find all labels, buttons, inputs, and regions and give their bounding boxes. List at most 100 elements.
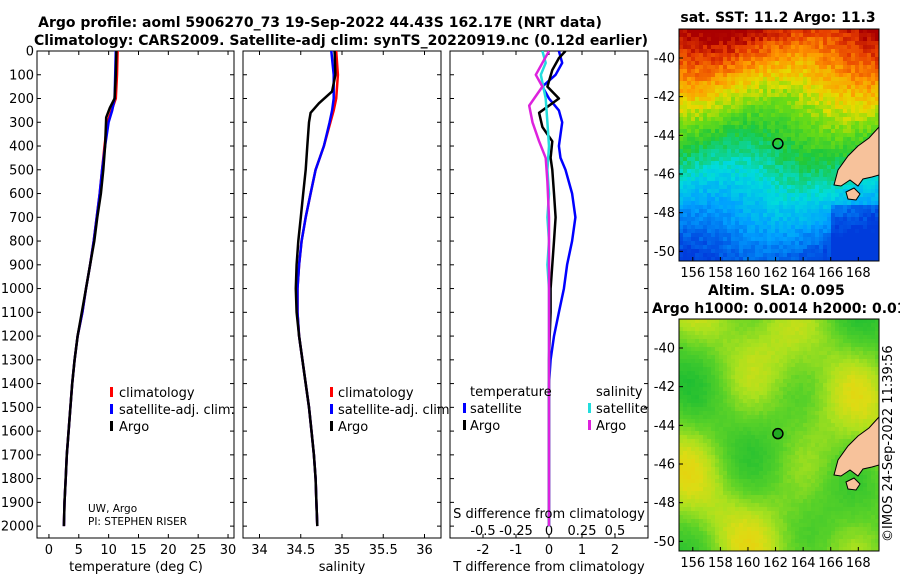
heatmap-cell: [723, 77, 728, 82]
heatmap-cell: [687, 105, 692, 110]
heatmap-cell: [711, 73, 716, 78]
heatmap-cell: [691, 233, 696, 238]
heatmap-cell: [807, 439, 812, 444]
heatmap-cell: [771, 117, 776, 122]
heatmap-cell: [803, 33, 808, 38]
heatmap-cell: [703, 41, 708, 46]
heatmap-cell: [795, 343, 800, 348]
heatmap-cell: [783, 237, 788, 242]
heatmap-cell: [815, 229, 820, 234]
heatmap-cell: [731, 209, 736, 214]
heatmap-cell: [831, 447, 836, 452]
heatmap-cell: [799, 61, 804, 66]
heatmap-cell: [723, 213, 728, 218]
heatmap-cell: [719, 339, 724, 344]
heatmap-cell: [835, 363, 840, 368]
heatmap-cell: [683, 431, 688, 436]
heatmap-cell: [695, 257, 700, 261]
heatmap-cell: [751, 403, 756, 408]
heatmap-cell: [731, 161, 736, 166]
heatmap-cell: [811, 323, 816, 328]
heatmap-cell: [803, 57, 808, 62]
heatmap-cell: [755, 253, 760, 258]
heatmap-cell: [835, 217, 840, 222]
heatmap-cell: [727, 407, 732, 412]
heatmap-cell: [783, 137, 788, 142]
heatmap-cell: [743, 101, 748, 106]
heatmap-cell: [755, 117, 760, 122]
heatmap-cell: [683, 375, 688, 380]
heatmap-cell: [775, 201, 780, 206]
heatmap-cell: [827, 391, 832, 396]
heatmap-cell: [691, 37, 696, 42]
heatmap-cell: [767, 439, 772, 444]
heatmap-cell: [795, 201, 800, 206]
heatmap-cell: [735, 177, 740, 182]
heatmap-cell: [839, 343, 844, 348]
heatmap-cell: [871, 351, 876, 356]
heatmap-cell: [735, 69, 740, 74]
heatmap-cell: [871, 117, 876, 122]
heatmap-cell: [783, 225, 788, 230]
heatmap-cell: [707, 153, 712, 158]
heatmap-cell: [855, 121, 860, 126]
heatmap-cell: [743, 161, 748, 166]
heatmap-cell: [695, 165, 700, 170]
difference-legend: temperature salinity satellite Argo sate…: [463, 385, 648, 434]
heatmap-cell: [767, 395, 772, 400]
heatmap-cell: [715, 367, 720, 372]
heatmap-cell: [787, 323, 792, 328]
heatmap-cell: [815, 399, 820, 404]
heatmap-cell: [743, 177, 748, 182]
heatmap-cell: [871, 65, 876, 70]
heatmap-cell: [787, 411, 792, 416]
heatmap-cell: [679, 407, 684, 412]
heatmap-cell: [747, 435, 752, 440]
heatmap-cell: [831, 89, 836, 94]
heatmap-cell: [687, 237, 692, 242]
heatmap-cell: [791, 383, 796, 388]
heatmap-cell: [683, 233, 688, 238]
heatmap-cell: [687, 257, 692, 261]
heatmap-cell: [767, 85, 772, 90]
heatmap-cell: [771, 53, 776, 58]
heatmap-cell: [787, 415, 792, 420]
heatmap-cell: [859, 221, 864, 226]
heatmap-cell: [867, 217, 872, 222]
heatmap-cell: [703, 89, 708, 94]
heatmap-cell: [727, 399, 732, 404]
heatmap-cell: [855, 249, 860, 254]
heatmap-cell: [823, 431, 828, 436]
heatmap-cell: [795, 439, 800, 444]
heatmap-cell: [759, 237, 764, 242]
heatmap-cell: [695, 237, 700, 242]
heatmap-cell: [767, 169, 772, 174]
heatmap-cell: [755, 339, 760, 344]
heatmap-cell: [711, 109, 716, 114]
heatmap-cell: [703, 37, 708, 42]
sla-map-title-2: Argo h1000: 0.0014 h2000: 0.013: [652, 301, 900, 317]
depth-axis-ticks: 0100200300400500600700800900100011001200…: [1, 45, 234, 535]
heatmap-cell: [795, 37, 800, 42]
heatmap-cell: [687, 173, 692, 178]
heatmap-cell: [703, 451, 708, 456]
heatmap-cell: [795, 65, 800, 70]
heatmap-cell: [843, 237, 848, 242]
heatmap-cell: [811, 141, 816, 146]
heatmap-cell: [731, 157, 736, 162]
heatmap-cell: [719, 181, 724, 186]
heatmap-cell: [839, 447, 844, 452]
heatmap-cell: [731, 185, 736, 190]
heatmap-cell: [791, 415, 796, 420]
heatmap-cell: [787, 257, 792, 261]
heatmap-cell: [679, 57, 684, 62]
heatmap-cell: [791, 117, 796, 122]
heatmap-cell: [867, 77, 872, 82]
heatmap-cell: [735, 109, 740, 114]
heatmap-cell: [759, 201, 764, 206]
heatmap-cell: [843, 73, 848, 78]
heatmap-cell: [779, 257, 784, 261]
heatmap-cell: [779, 399, 784, 404]
heatmap-cell: [823, 439, 828, 444]
heatmap-cell: [787, 229, 792, 234]
